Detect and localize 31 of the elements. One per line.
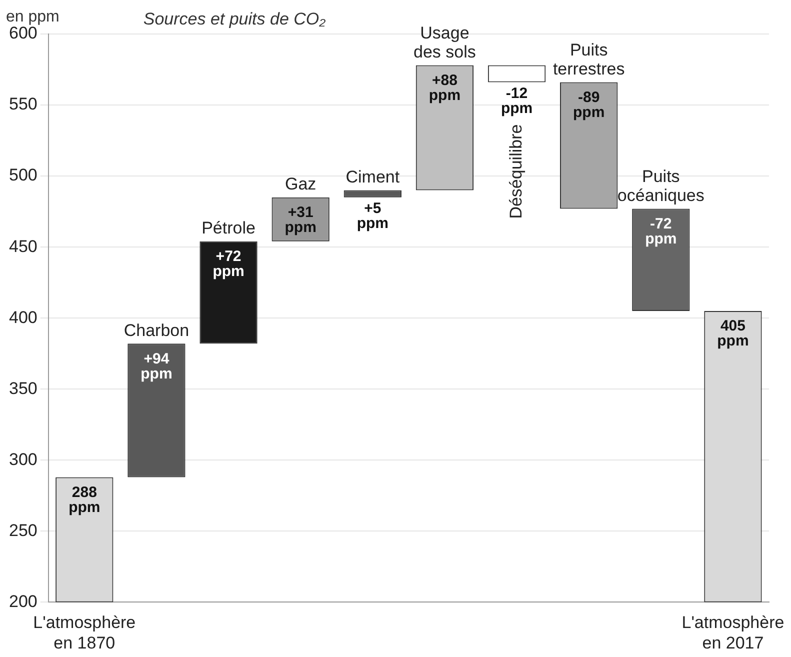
data-label: -72 ppm (645, 215, 677, 248)
y-tick-label: 600 (8, 24, 38, 43)
y-tick-label: 350 (8, 378, 38, 398)
x-tick-label: Pétrole (202, 218, 256, 238)
x-tick-label: Puits océaniques (617, 166, 704, 205)
x-tick-label: Gaz (284, 174, 316, 194)
y-tick-label: 300 (8, 450, 38, 469)
y-tick-label: 200 (8, 592, 38, 611)
y-tick-label: 450 (8, 236, 38, 256)
data-label: 405 ppm (717, 318, 749, 350)
y-tick-label: 400 (8, 308, 38, 327)
x-tick-label: L'atmosphère en 1870 (33, 613, 136, 652)
y-tick-label: 500 (8, 166, 38, 185)
data-label: +94 ppm (140, 350, 172, 382)
y-tick-label: 550 (8, 94, 38, 114)
data-label: +31 ppm (284, 204, 316, 236)
x-tick-label: Ciment (346, 167, 400, 186)
data-label: +5 ppm (356, 200, 388, 232)
x-tick-label: Charbon (124, 320, 190, 340)
data-label: 288 ppm (68, 484, 100, 516)
chart-title: Sources et puits de CO₂ (143, 10, 326, 29)
data-label: -89 ppm (573, 88, 605, 121)
data-label: +72 ppm (212, 248, 244, 280)
data-label: -12 ppm (500, 84, 533, 117)
x-tick-label: L'atmosphère en 2017 (682, 613, 784, 652)
y-tick-label: 250 (8, 520, 38, 540)
x-tick-label: Déséquilibre (506, 124, 526, 219)
y-axis-title: en ppm (6, 8, 60, 26)
x-tick-label: Usage des sols (414, 23, 476, 62)
data-label: +88 ppm (428, 72, 461, 104)
x-tick-label: Puits terrestres (552, 40, 625, 78)
